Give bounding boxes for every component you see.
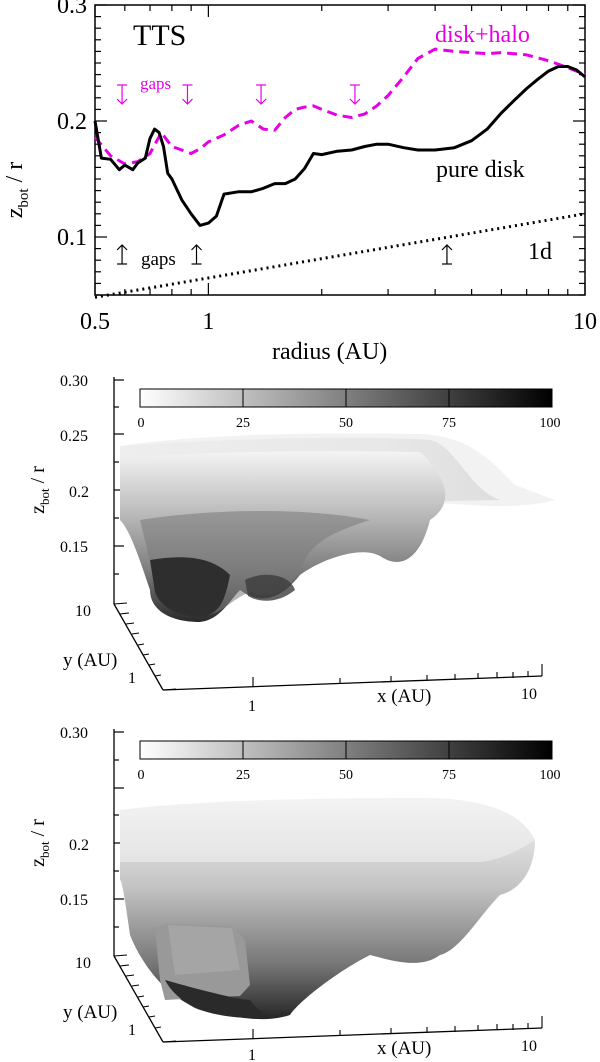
y-tick-label: 0.2 (57, 109, 87, 135)
x-axis-ticks (252, 664, 543, 687)
z-tick-label: 0.2 (69, 837, 89, 854)
gap-arrow-head (116, 244, 128, 251)
y-axis (113, 955, 164, 1043)
y-axis-ticks (113, 954, 177, 1043)
y-axis (113, 603, 164, 691)
plot-frame (94, 4, 586, 296)
series-pure-disk (93, 65, 586, 227)
gap-arrow-head (191, 244, 202, 251)
gaps-label-pure-disk: gaps (141, 249, 176, 270)
x-tick-label: 10 (521, 1038, 537, 1055)
series-lines (93, 47, 586, 299)
x-axis (162, 1027, 543, 1043)
colorbar-tick-label: 100 (540, 768, 561, 783)
gaps-label-disk-halo: gaps (140, 74, 171, 93)
y-tick-label: 1 (128, 670, 136, 687)
y-tick-label: 10 (75, 603, 91, 620)
x-tick-label: 1 (202, 309, 214, 335)
y-label-main: z (2, 208, 28, 219)
z-label-main: z (27, 505, 49, 514)
y-tick-label: 1 (128, 1022, 136, 1039)
svg-text:zbot / r: zbot / r (27, 466, 52, 514)
colorbar-tick-label: 25 (236, 416, 250, 431)
x-axis-label: x (AU) (377, 686, 431, 707)
z-axis-label: zbot / r (27, 466, 52, 514)
surface-shading (120, 798, 535, 1020)
gap-arrow-head (441, 244, 453, 251)
colorbar-ticks (242, 741, 450, 759)
colorbar-tick-label: 0 (138, 416, 145, 431)
z-label-sub: bot (37, 841, 52, 858)
z-label-suffix: / r (27, 466, 49, 489)
x-tick-label: 10 (573, 309, 597, 335)
y-axis-ticks (113, 602, 177, 691)
colorbar-tick-label: 100 (540, 416, 561, 431)
y-label-suffix: / r (2, 162, 28, 189)
series-1d (94, 212, 586, 299)
colorbar-tick-label: 75 (442, 416, 456, 431)
z-tick-label: 0.2 (69, 484, 89, 501)
svg-text:zbot / r: zbot / r (2, 162, 32, 219)
z-tick-label: 0.25 (60, 428, 88, 445)
y-tick-label: 10 (75, 955, 91, 972)
tick-labels: 0.5 1 10 0.1 0.2 0.3 (57, 0, 597, 335)
x-tick-label: 10 (521, 686, 537, 703)
x-tick-label: 0.5 (80, 309, 110, 335)
gap-arrow-head (182, 98, 193, 105)
colorbar-tick-label: 75 (442, 768, 456, 783)
svg-text:zbot / r: zbot / r (27, 819, 52, 867)
colorbar-tick-label: 25 (236, 768, 250, 783)
z-tick-label: 0.15 (60, 539, 88, 556)
y-axis-label: y (AU) (63, 650, 117, 671)
z-axis-label: zbot / r (27, 819, 52, 867)
series-label-1d: 1d (528, 239, 552, 265)
y-axis-label: y (AU) (63, 1002, 117, 1023)
x-axis-label: radius (AU) (272, 339, 387, 365)
colorbar-tick-label: 50 (339, 768, 353, 783)
gap-arrow-head (255, 98, 267, 105)
surface-plot-pure-disk: 0.30 0.2 0.15 zbot / r 0 25 50 75 100 (27, 725, 561, 1062)
x-axis (162, 675, 543, 691)
surface-shading (120, 433, 555, 622)
colorbar-ticks (242, 389, 450, 407)
axis-ticks (94, 4, 586, 296)
z-tick-label: 0.30 (60, 373, 88, 390)
z-tick-label: 0.15 (60, 892, 88, 909)
series-label-disk-halo: disk+halo (435, 22, 530, 48)
x-tick-label: 1 (248, 1047, 256, 1062)
colorbar-tick-label: 50 (339, 416, 353, 431)
y-axis-label: zbot / r (2, 162, 32, 219)
series-label-pure-disk: pure disk (436, 157, 525, 183)
x-axis-label: x (AU) (377, 1038, 431, 1059)
z-label-sub: bot (37, 488, 52, 505)
gap-arrow-head (116, 98, 128, 105)
x-axis-ticks (252, 1016, 543, 1039)
surface-plot-disk-halo: 0.30 0.25 0.2 0.15 zbot / r 0 25 50 75 1… (27, 373, 561, 715)
radius-profile-chart: 0.5 1 10 0.1 0.2 0.3 gaps gaps TTS disk+halo p… (2, 0, 597, 365)
chart-title: TTS (133, 19, 186, 52)
gap-arrow-head (349, 98, 361, 105)
y-label-sub: bot (16, 188, 32, 208)
y-tick-label: 0.1 (57, 225, 87, 251)
z-label-suffix: / r (27, 819, 49, 842)
colorbar-tick-label: 0 (138, 768, 145, 783)
z-tick-label: 0.30 (60, 725, 88, 742)
z-label-main: z (27, 858, 49, 867)
gap-annotations: gaps gaps (116, 74, 453, 270)
series-disk-halo (93, 47, 586, 166)
x-tick-label: 1 (248, 698, 256, 715)
y-tick-label: 0.3 (57, 0, 87, 19)
